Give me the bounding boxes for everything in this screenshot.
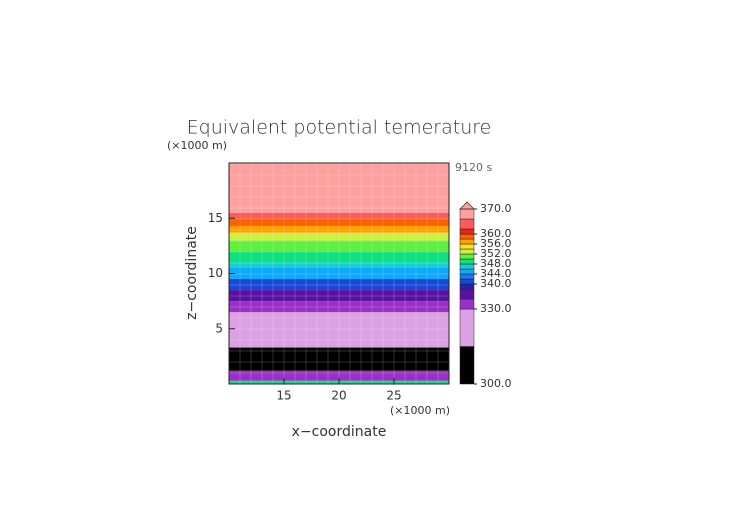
- colorbar-swatch: [459, 278, 475, 285]
- colorbar-tick-label: 300.0: [480, 377, 512, 390]
- colorbar-swatch: [459, 233, 475, 240]
- time-label: 9120 s: [455, 161, 492, 174]
- contour-band: [229, 251, 449, 263]
- colorbar-tick-label: 352.0: [480, 247, 512, 260]
- contour-band: [229, 312, 449, 348]
- colorbar-tick-label: 330.0: [480, 302, 512, 315]
- y-unit: (×1000 m): [167, 139, 227, 152]
- chart-title: Equivalent potential temerature: [187, 117, 492, 139]
- colorbar-tick-label: 360.0: [480, 227, 512, 240]
- colorbar-tick-label: 370.0: [480, 202, 512, 215]
- contour-band: [229, 267, 449, 280]
- y-axis-label: z−coordinate: [184, 226, 200, 320]
- colorbar-swatch: [459, 243, 475, 250]
- colorbar-tick-label: 340.0: [480, 277, 512, 290]
- contour-band: [229, 163, 449, 213]
- colorbar-swatch: [459, 273, 475, 280]
- colorbar-swatch: [459, 298, 475, 310]
- contour-band: [229, 301, 449, 313]
- colorbar-swatch: [459, 218, 475, 230]
- contour-band: [229, 218, 449, 226]
- colorbar-tick-label: 348.0: [480, 257, 512, 270]
- contour-band: [229, 225, 449, 233]
- colorbar-extend: [459, 201, 475, 210]
- colorbar-swatch: [459, 248, 475, 255]
- colorbar-swatch: [459, 346, 475, 385]
- colorbar-swatch: [459, 283, 475, 290]
- colorbar-tick-label: 344.0: [480, 267, 512, 280]
- y-tick-label: 15: [208, 211, 223, 225]
- contour-band: [229, 279, 449, 291]
- contour-band: [229, 232, 449, 241]
- contour-band: [229, 240, 449, 252]
- colorbar-swatch: [459, 253, 475, 260]
- y-tick-label: 5: [215, 321, 223, 335]
- contour-band: [229, 262, 449, 268]
- x-axis-label: x−coordinate: [292, 424, 387, 440]
- contour-band: [229, 290, 449, 302]
- x-tick-label: 20: [331, 389, 346, 403]
- contour-band: [229, 347, 449, 371]
- contour-band: [229, 212, 449, 219]
- colorbar-swatch: [459, 308, 475, 347]
- x-tick-label: 25: [386, 389, 401, 403]
- colorbar-swatch: [459, 268, 475, 275]
- colorbar-swatch: [459, 258, 475, 265]
- x-tick-label: 15: [276, 389, 291, 403]
- colorbar-swatch: [459, 288, 475, 300]
- colorbar-swatch: [459, 238, 475, 245]
- colorbar-tick-label: 356.0: [480, 237, 512, 250]
- y-tick-label: 10: [208, 266, 223, 280]
- colorbar-swatch: [459, 228, 475, 235]
- x-unit: (×1000 m): [390, 404, 450, 417]
- contour-band: [229, 370, 449, 381]
- colorbar-swatch: [459, 263, 475, 270]
- colorbar-swatch: [459, 208, 475, 220]
